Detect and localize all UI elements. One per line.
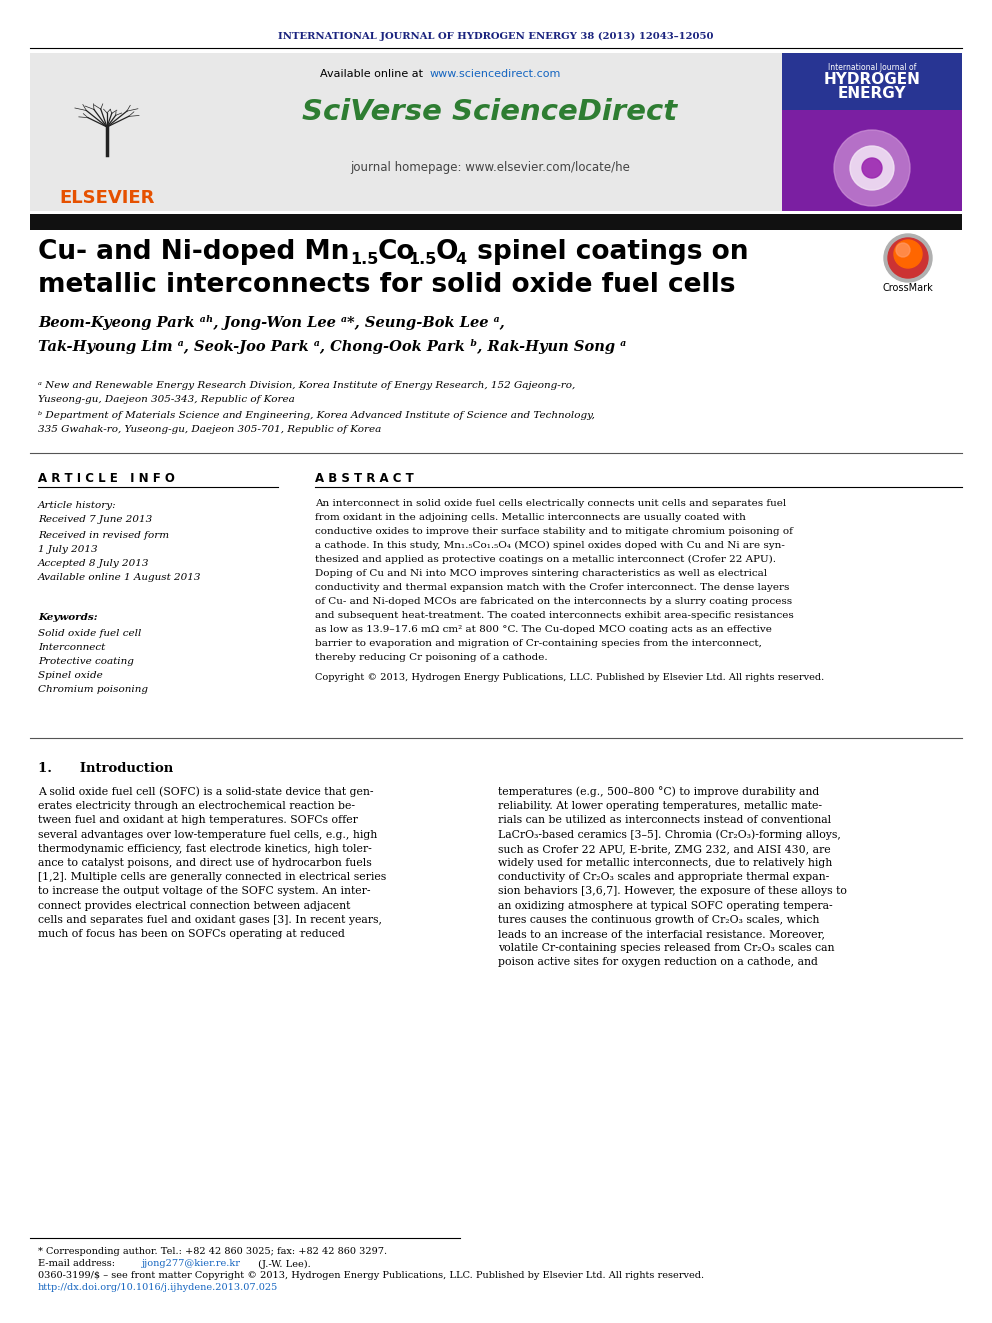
Circle shape — [850, 146, 894, 191]
Text: www.sciencedirect.com: www.sciencedirect.com — [430, 69, 561, 79]
Text: reliability. At lower operating temperatures, metallic mate-: reliability. At lower operating temperat… — [498, 802, 822, 811]
Text: Interconnect: Interconnect — [38, 643, 105, 651]
Text: much of focus has been on SOFCs operating at reduced: much of focus has been on SOFCs operatin… — [38, 929, 345, 939]
Circle shape — [884, 234, 932, 282]
Text: cells and separates fuel and oxidant gases [3]. In recent years,: cells and separates fuel and oxidant gas… — [38, 914, 382, 925]
Text: tween fuel and oxidant at high temperatures. SOFCs offer: tween fuel and oxidant at high temperatu… — [38, 815, 358, 826]
Text: thesized and applied as protective coatings on a metallic interconnect (Crofer 2: thesized and applied as protective coati… — [315, 554, 776, 564]
Text: HYDROGEN: HYDROGEN — [823, 73, 921, 87]
Text: tures causes the continuous growth of Cr₂O₃ scales, which: tures causes the continuous growth of Cr… — [498, 914, 819, 925]
Text: ᵇ Department of Materials Science and Engineering, Korea Advanced Institute of S: ᵇ Department of Materials Science and En… — [38, 411, 595, 421]
Text: thereby reducing Cr poisoning of a cathode.: thereby reducing Cr poisoning of a catho… — [315, 652, 548, 662]
Text: [1,2]. Multiple cells are generally connected in electrical series: [1,2]. Multiple cells are generally conn… — [38, 872, 386, 882]
Text: erates electricity through an electrochemical reaction be-: erates electricity through an electroche… — [38, 802, 355, 811]
Text: Available online at: Available online at — [320, 69, 427, 79]
Circle shape — [894, 239, 922, 269]
Text: rials can be utilized as interconnects instead of conventional: rials can be utilized as interconnects i… — [498, 815, 831, 826]
Text: 0360-3199/$ – see front matter Copyright © 2013, Hydrogen Energy Publications, L: 0360-3199/$ – see front matter Copyright… — [38, 1271, 704, 1281]
Text: O: O — [436, 239, 458, 265]
Text: 1.5: 1.5 — [350, 251, 378, 266]
Text: conductivity and thermal expansion match with the Crofer interconnect. The dense: conductivity and thermal expansion match… — [315, 582, 790, 591]
Text: 335 Gwahak-ro, Yuseong-gu, Daejeon 305-701, Republic of Korea: 335 Gwahak-ro, Yuseong-gu, Daejeon 305-7… — [38, 426, 381, 434]
Text: Yuseong-gu, Daejeon 305-343, Republic of Korea: Yuseong-gu, Daejeon 305-343, Republic of… — [38, 394, 295, 404]
Text: E-mail address:: E-mail address: — [38, 1259, 118, 1269]
Circle shape — [896, 243, 910, 257]
Text: as low as 13.9–17.6 mΩ cm² at 800 °C. The Cu-doped MCO coating acts as an effect: as low as 13.9–17.6 mΩ cm² at 800 °C. Th… — [315, 624, 772, 634]
Bar — [782, 110, 962, 210]
Text: Available online 1 August 2013: Available online 1 August 2013 — [38, 573, 201, 582]
Text: SciVerse ScienceDirect: SciVerse ScienceDirect — [303, 98, 678, 126]
Text: a cathode. In this study, Mn₁.₅Co₁.₅O₄ (MCO) spinel oxides doped with Cu and Ni : a cathode. In this study, Mn₁.₅Co₁.₅O₄ (… — [315, 540, 785, 549]
Text: 1.      Introduction: 1. Introduction — [38, 762, 174, 774]
Text: conductivity of Cr₂O₃ scales and appropriate thermal expan-: conductivity of Cr₂O₃ scales and appropr… — [498, 872, 829, 882]
Text: A B S T R A C T: A B S T R A C T — [315, 471, 414, 484]
Text: poison active sites for oxygen reduction on a cathode, and: poison active sites for oxygen reduction… — [498, 958, 817, 967]
Text: 1.5: 1.5 — [408, 251, 436, 266]
Text: to increase the output voltage of the SOFC system. An inter-: to increase the output voltage of the SO… — [38, 886, 370, 897]
Text: Accepted 8 July 2013: Accepted 8 July 2013 — [38, 558, 150, 568]
Text: Beom-Kyeong Park ᵃʰ, Jong-Won Lee ᵃ*, Seung-Bok Lee ᵃ,: Beom-Kyeong Park ᵃʰ, Jong-Won Lee ᵃ*, Se… — [38, 315, 505, 329]
Circle shape — [834, 130, 910, 206]
Text: Solid oxide fuel cell: Solid oxide fuel cell — [38, 628, 142, 638]
Text: and subsequent heat-treatment. The coated interconnects exhibit area-specific re: and subsequent heat-treatment. The coate… — [315, 610, 794, 619]
Text: Received 7 June 2013: Received 7 June 2013 — [38, 516, 152, 524]
Circle shape — [888, 238, 928, 278]
Text: Chromium poisoning: Chromium poisoning — [38, 684, 148, 693]
Text: Received in revised form: Received in revised form — [38, 531, 169, 540]
Text: an oxidizing atmosphere at typical SOFC operating tempera-: an oxidizing atmosphere at typical SOFC … — [498, 901, 832, 910]
Text: Spinel oxide: Spinel oxide — [38, 671, 103, 680]
Text: several advantages over low-temperature fuel cells, e.g., high: several advantages over low-temperature … — [38, 830, 377, 840]
Text: * Corresponding author. Tel.: +82 42 860 3025; fax: +82 42 860 3297.: * Corresponding author. Tel.: +82 42 860… — [38, 1248, 387, 1257]
Text: temperatures (e.g., 500–800 °C) to improve durability and: temperatures (e.g., 500–800 °C) to impro… — [498, 787, 819, 798]
Text: ENERGY: ENERGY — [838, 86, 907, 102]
Text: such as Crofer 22 APU, E-brite, ZMG 232, and AISI 430, are: such as Crofer 22 APU, E-brite, ZMG 232,… — [498, 844, 830, 853]
Text: widely used for metallic interconnects, due to relatively high: widely used for metallic interconnects, … — [498, 859, 832, 868]
Text: INTERNATIONAL JOURNAL OF HYDROGEN ENERGY 38 (2013) 12043–12050: INTERNATIONAL JOURNAL OF HYDROGEN ENERGY… — [278, 32, 714, 41]
Text: ance to catalyst poisons, and direct use of hydrocarbon fuels: ance to catalyst poisons, and direct use… — [38, 859, 372, 868]
Text: leads to an increase of the interfacial resistance. Moreover,: leads to an increase of the interfacial … — [498, 929, 825, 939]
Text: conductive oxides to improve their surface stability and to mitigate chromium po: conductive oxides to improve their surfa… — [315, 527, 793, 536]
Bar — [30, 214, 962, 230]
Text: from oxidant in the adjoining cells. Metallic interconnects are usually coated w: from oxidant in the adjoining cells. Met… — [315, 512, 746, 521]
Text: Cu- and Ni-doped Mn: Cu- and Ni-doped Mn — [38, 239, 349, 265]
Text: spinel coatings on: spinel coatings on — [468, 239, 749, 265]
Bar — [782, 53, 962, 210]
Text: barrier to evaporation and migration of Cr-containing species from the interconn: barrier to evaporation and migration of … — [315, 639, 762, 647]
Text: connect provides electrical connection between adjacent: connect provides electrical connection b… — [38, 901, 350, 910]
Text: A solid oxide fuel cell (SOFC) is a solid-state device that gen-: A solid oxide fuel cell (SOFC) is a soli… — [38, 787, 374, 798]
Text: Article history:: Article history: — [38, 500, 117, 509]
Text: Doping of Cu and Ni into MCO improves sintering characteristics as well as elect: Doping of Cu and Ni into MCO improves si… — [315, 569, 767, 578]
Text: metallic interconnects for solid oxide fuel cells: metallic interconnects for solid oxide f… — [38, 273, 735, 298]
Circle shape — [862, 157, 882, 179]
Text: journal homepage: www.elsevier.com/locate/he: journal homepage: www.elsevier.com/locat… — [350, 161, 630, 175]
Text: Tak-Hyoung Lim ᵃ, Seok-Joo Park ᵃ, Chong-Ook Park ᵇ, Rak-Hyun Song ᵃ: Tak-Hyoung Lim ᵃ, Seok-Joo Park ᵃ, Chong… — [38, 339, 626, 353]
Text: of Cu- and Ni-doped MCOs are fabricated on the interconnects by a slurry coating: of Cu- and Ni-doped MCOs are fabricated … — [315, 597, 793, 606]
Text: LaCrO₃-based ceramics [3–5]. Chromia (Cr₂O₃)-forming alloys,: LaCrO₃-based ceramics [3–5]. Chromia (Cr… — [498, 830, 841, 840]
Text: (J.-W. Lee).: (J.-W. Lee). — [255, 1259, 310, 1269]
Text: CrossMark: CrossMark — [883, 283, 933, 292]
Text: 1 July 2013: 1 July 2013 — [38, 545, 97, 553]
Text: An interconnect in solid oxide fuel cells electrically connects unit cells and s: An interconnect in solid oxide fuel cell… — [315, 499, 787, 508]
Bar — [30, 53, 782, 210]
Text: Protective coating: Protective coating — [38, 656, 134, 665]
Text: 4: 4 — [455, 251, 466, 266]
Text: Keywords:: Keywords: — [38, 614, 97, 623]
Text: ELSEVIER: ELSEVIER — [60, 189, 155, 206]
Text: International Journal of: International Journal of — [827, 62, 917, 71]
Text: Co: Co — [378, 239, 416, 265]
Text: sion behaviors [3,6,7]. However, the exposure of these alloys to: sion behaviors [3,6,7]. However, the exp… — [498, 886, 847, 897]
Text: Copyright © 2013, Hydrogen Energy Publications, LLC. Published by Elsevier Ltd. : Copyright © 2013, Hydrogen Energy Public… — [315, 672, 824, 681]
Text: thermodynamic efficiency, fast electrode kinetics, high toler-: thermodynamic efficiency, fast electrode… — [38, 844, 372, 853]
Text: volatile Cr-containing species released from Cr₂O₃ scales can: volatile Cr-containing species released … — [498, 943, 834, 953]
Text: A R T I C L E   I N F O: A R T I C L E I N F O — [38, 471, 175, 484]
Text: http://dx.doi.org/10.1016/j.ijhydene.2013.07.025: http://dx.doi.org/10.1016/j.ijhydene.201… — [38, 1283, 278, 1293]
Text: ᵃ New and Renewable Energy Research Division, Korea Institute of Energy Research: ᵃ New and Renewable Energy Research Divi… — [38, 381, 575, 389]
Text: jjong277@kier.re.kr: jjong277@kier.re.kr — [142, 1259, 241, 1269]
